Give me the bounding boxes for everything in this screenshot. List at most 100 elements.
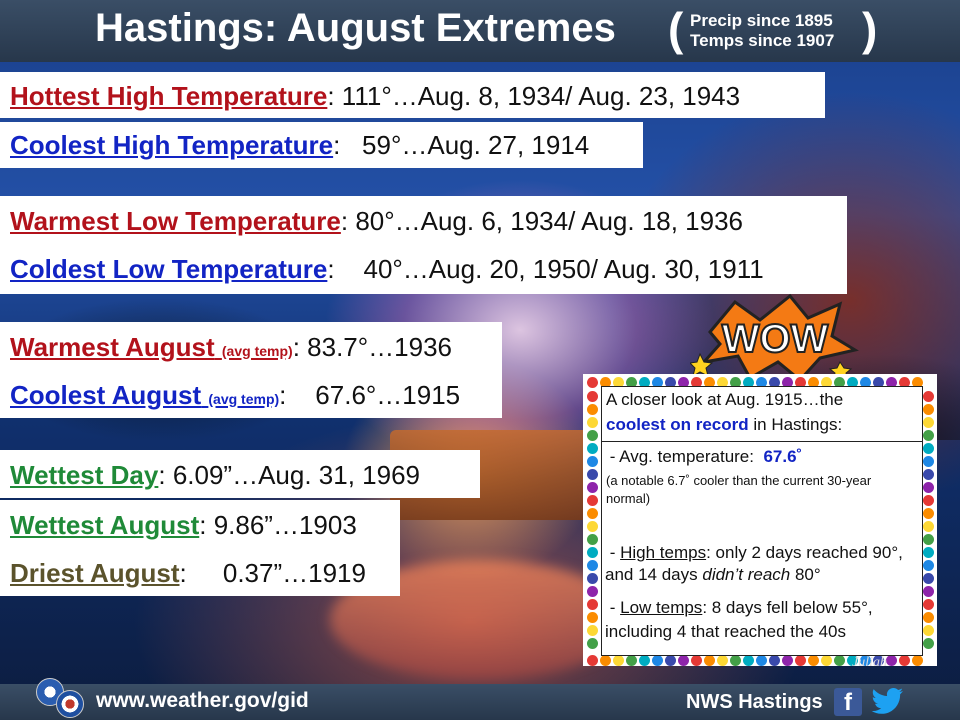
- high-temps-label: High temps: [620, 543, 707, 562]
- precip-period: Precip since 1895: [690, 11, 833, 30]
- border-dot: [587, 599, 598, 610]
- closer-look-heading-line1: A closer look at Aug. 1915…the: [606, 390, 844, 409]
- dot-border-bottom: [586, 654, 924, 667]
- website-link[interactable]: www.weather.gov/gid: [96, 689, 309, 712]
- record-coldest-low: Coldest Low Temperature: 40°…Aug. 20, 19…: [10, 254, 764, 285]
- border-dot: [587, 391, 598, 402]
- border-dot: [873, 655, 884, 666]
- hottest-high-separator: :: [327, 81, 335, 111]
- high-temps-dash: -: [605, 543, 621, 562]
- border-dot: [613, 377, 624, 388]
- border-dot: [923, 404, 934, 415]
- temps-period: Temps since 1907: [690, 31, 835, 50]
- closer-look-heading-line2: coolest on record in Hastings:: [606, 415, 842, 435]
- border-dot: [923, 443, 934, 454]
- border-dot: [652, 377, 663, 388]
- border-dot: [923, 586, 934, 597]
- border-dot: [678, 655, 689, 666]
- footer-bar: www.weather.gov/gid NWS Hastings f: [0, 684, 960, 720]
- warmest-low-label: Warmest Low Temperature: [10, 206, 341, 236]
- border-dot: [587, 469, 598, 480]
- border-dot: [639, 377, 650, 388]
- border-dot: [834, 655, 845, 666]
- border-dot: [743, 377, 754, 388]
- border-dot: [691, 655, 702, 666]
- coolest-on-record-highlight: coolest on record: [606, 415, 749, 434]
- border-dot: [886, 377, 897, 388]
- record-coolest-august: Coolest August (avg temp): 67.6°…1915: [10, 380, 460, 411]
- border-dot: [782, 655, 793, 666]
- border-dot: [923, 417, 934, 428]
- border-dot: [769, 655, 780, 666]
- border-dot: [626, 377, 637, 388]
- hottest-high-value: 111°…Aug. 8, 1934/ Aug. 23, 1943: [334, 81, 741, 111]
- border-dot: [923, 430, 934, 441]
- office-name: NWS Hastings: [686, 691, 823, 713]
- border-dot: [587, 417, 598, 428]
- coolest-august-qualifier: (avg temp): [208, 391, 280, 407]
- border-dot: [587, 521, 598, 532]
- border-dot: [730, 655, 741, 666]
- twitter-icon[interactable]: [870, 687, 904, 717]
- record-wettest-august: Wettest August: 9.86”…1903: [10, 510, 357, 541]
- low-temps-text: : 8 days fell below 55°, including 4 tha…: [605, 598, 873, 641]
- record-warmest-low: Warmest Low Temperature: 80°…Aug. 6, 193…: [10, 206, 743, 237]
- border-dot: [587, 456, 598, 467]
- border-dot: [923, 456, 934, 467]
- border-dot: [923, 560, 934, 571]
- wettest-august-value: 9.86”…1903: [206, 510, 357, 540]
- record-coolest-high: Coolest High Temperature: 59°…Aug. 27, 1…: [0, 122, 643, 168]
- coolest-high-label: Coolest High Temperature: [10, 130, 334, 160]
- border-dot: [717, 655, 728, 666]
- border-dot: [860, 377, 871, 388]
- border-dot: [587, 547, 598, 558]
- record-warmest-august: Warmest August (avg temp): 83.7°…1936: [10, 332, 452, 363]
- coolest-august-separator: :: [279, 380, 287, 410]
- closer-look-heading: A closer look at Aug. 1915…the coolest o…: [602, 387, 922, 442]
- wow-text: WOW: [722, 317, 829, 361]
- border-dot: [860, 655, 871, 666]
- coolest-high-value: 59°…Aug. 27, 1914: [340, 130, 590, 160]
- border-dot: [923, 534, 934, 545]
- border-dot: [587, 443, 598, 454]
- high-temps-threshold: 80°: [790, 565, 821, 584]
- border-dot: [886, 655, 897, 666]
- border-dot: [912, 377, 923, 388]
- driest-august-value: 0.37”…1919: [186, 558, 366, 588]
- low-temps-label: Low temps: [620, 598, 703, 617]
- border-dot: [639, 655, 650, 666]
- record-august-avg-box: Warmest August (avg temp): 83.7°…1936 Co…: [0, 322, 502, 418]
- border-dot: [600, 377, 611, 388]
- avg-temp-line: - Avg. temperature: 67.6˚: [605, 447, 802, 467]
- wow-burst-icon: WOW: [690, 293, 859, 382]
- border-dot: [587, 377, 598, 388]
- warmest-august-label-text: Warmest August: [10, 332, 215, 362]
- border-dot: [923, 573, 934, 584]
- border-dot: [587, 625, 598, 636]
- hottest-high-label: Hottest High Temperature: [10, 81, 328, 111]
- record-driest-august: Driest August: 0.37”…1919: [10, 558, 366, 589]
- border-dot: [923, 495, 934, 506]
- photo-credit-watermark: Juliah: [852, 655, 887, 670]
- driest-august-separator: :: [179, 558, 187, 588]
- border-dot: [899, 377, 910, 388]
- low-temps-dash: -: [605, 598, 621, 617]
- avg-temp-value: 67.6˚: [763, 447, 803, 466]
- border-dot: [587, 508, 598, 519]
- dot-border-right: [922, 390, 935, 650]
- border-dot: [665, 655, 676, 666]
- record-hottest-high: Hottest High Temperature: 111°…Aug. 8, 1…: [0, 72, 825, 118]
- border-dot: [587, 655, 598, 666]
- border-dot: [873, 377, 884, 388]
- border-dot: [923, 638, 934, 649]
- border-dot: [923, 391, 934, 402]
- didnt-reach-text: didn’t reach: [702, 565, 791, 584]
- coldest-low-separator: :: [327, 254, 335, 284]
- high-temps-text: : only 2 days reached 90°, and 14 days: [605, 543, 903, 584]
- closer-look-content: A closer look at Aug. 1915…the coolest o…: [601, 386, 923, 656]
- border-dot: [923, 599, 934, 610]
- border-dot: [587, 482, 598, 493]
- border-dot: [587, 573, 598, 584]
- border-dot: [821, 377, 832, 388]
- facebook-icon[interactable]: f: [834, 688, 862, 716]
